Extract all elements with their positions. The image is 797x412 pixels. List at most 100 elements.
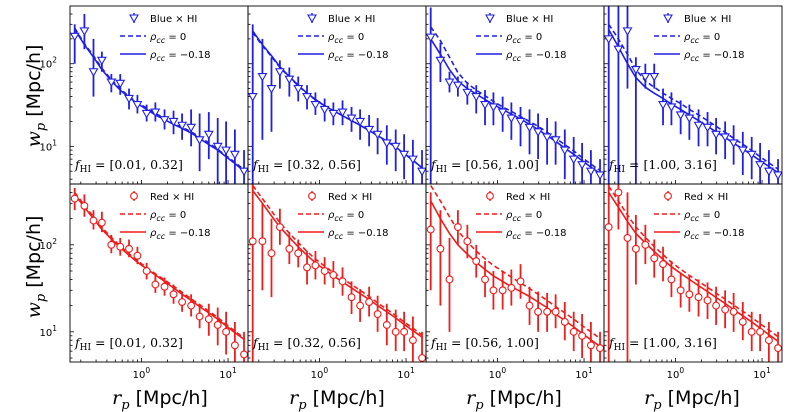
- plot-area: [604, 6, 782, 184]
- legend: Red × HI ρcc = 0 ρcc = −0.18: [120, 191, 211, 241]
- data-point: [364, 125, 375, 135]
- legend: Blue × HI ρcc = 0 ρcc = −0.18: [654, 13, 745, 63]
- legend-marker: [664, 192, 672, 200]
- data-point: [426, 33, 436, 43]
- data-point: [204, 315, 213, 324]
- data-point: [338, 277, 347, 286]
- data-point: [568, 155, 579, 165]
- data-point: [70, 32, 80, 42]
- plot-area: [248, 184, 426, 362]
- data-point: [746, 150, 757, 160]
- data-point: [534, 307, 543, 316]
- legend-solid-label: ρcc = −0.18: [328, 50, 389, 63]
- data-point: [711, 130, 722, 140]
- data-point: [506, 114, 517, 124]
- data-point: [365, 298, 374, 306]
- legend-dashed-label: ρcc = 0: [150, 210, 186, 223]
- data-point: [551, 307, 560, 316]
- data-point: [667, 275, 676, 284]
- data-point: [89, 216, 98, 225]
- data-point: [159, 116, 170, 125]
- legend-series-label: Red × HI: [328, 192, 372, 203]
- plot-area: [70, 187, 248, 362]
- data-point: [472, 257, 481, 266]
- x-tick-label: 101: [575, 366, 593, 381]
- data-point: [70, 194, 79, 203]
- legend-series-label: Blue × HI: [684, 14, 731, 25]
- data-point: [542, 133, 553, 143]
- model-dashed-line: [608, 185, 779, 338]
- legend-solid-label: ρcc = −0.18: [506, 228, 567, 241]
- data-point: [631, 244, 640, 253]
- legend-series-label: Red × HI: [150, 192, 194, 203]
- data-point: [756, 327, 765, 336]
- data-point: [115, 79, 126, 89]
- legend-dashed-label: ρcc = 0: [684, 32, 720, 45]
- data-point: [445, 275, 454, 284]
- data-point: [194, 136, 205, 145]
- legend-solid-label: ρcc = −0.18: [506, 50, 567, 63]
- x-tick-label: 101: [753, 366, 771, 381]
- data-point: [497, 108, 508, 118]
- model-solid-line: [74, 29, 245, 172]
- y-tick-label: 101: [39, 138, 57, 153]
- plot-area: [604, 184, 782, 362]
- legend-dashed-label: ρcc = 0: [328, 210, 364, 223]
- x-tick-label: 100: [133, 366, 151, 381]
- model-solid-line: [429, 200, 601, 348]
- data-point: [436, 244, 445, 253]
- data-point: [550, 136, 561, 145]
- data-point: [471, 93, 482, 102]
- data-point: [347, 293, 356, 302]
- data-point: [132, 101, 143, 110]
- data-point: [274, 68, 285, 77]
- data-point: [675, 111, 686, 121]
- data-point: [480, 101, 490, 110]
- legend-solid-label: ρcc = −0.18: [328, 228, 389, 241]
- data-point: [641, 240, 650, 249]
- legend: Red × HI ρcc = 0 ρcc = −0.18: [654, 191, 745, 241]
- data-point: [569, 327, 578, 336]
- data-point: [97, 218, 106, 227]
- bin-label: fHI = [0.01, 0.32]: [74, 157, 183, 175]
- data-point: [623, 233, 632, 242]
- data-point: [463, 237, 472, 246]
- bin-label: fHI = [1.00, 3.16]: [608, 335, 717, 353]
- data-point: [650, 254, 659, 263]
- data-point: [773, 171, 782, 181]
- legend: Red × HI ρcc = 0 ρcc = −0.18: [298, 191, 389, 241]
- data-point: [116, 242, 125, 251]
- data-point: [203, 130, 214, 140]
- data-point: [169, 290, 178, 299]
- data-point: [160, 282, 169, 291]
- y-axis-label-top: wp [Mpc/h]: [23, 45, 49, 148]
- x-axis-label-1: rp [Mpc/h]: [112, 387, 208, 412]
- data-point: [275, 223, 284, 232]
- legend-dashed-label: ρcc = 0: [684, 210, 720, 223]
- data-point: [659, 260, 667, 269]
- data-point: [391, 327, 400, 336]
- data-point: [721, 305, 730, 314]
- data-point: [426, 225, 435, 234]
- data-point: [303, 263, 311, 272]
- axis-labels: wp [Mpc/h] wp [Mpc/h] rp [Mpc/h] rp [Mpc…: [23, 45, 740, 412]
- data-point: [141, 109, 152, 119]
- data-point: [578, 331, 587, 340]
- data-point: [356, 301, 365, 310]
- plot-area: [70, 14, 248, 184]
- data-point: [435, 56, 446, 66]
- model-dashed-line: [608, 23, 779, 170]
- legend: Blue × HI ρcc = 0 ρcc = −0.18: [120, 13, 211, 63]
- legend-series-label: Red × HI: [506, 192, 550, 203]
- data-point: [151, 280, 160, 289]
- legend-series-label: Blue × HI: [506, 14, 553, 25]
- data-point: [622, 27, 633, 36]
- panel-red-3: 100 101 Red × HI ρcc = 0 ρcc = −0.18 fHI = [0…: [425, 183, 605, 381]
- data-point: [666, 103, 677, 113]
- legend-series-label: Red × HI: [684, 192, 728, 203]
- legend-marker: [308, 192, 316, 200]
- data-point: [186, 123, 197, 133]
- data-point: [543, 307, 552, 316]
- data-point: [489, 286, 498, 295]
